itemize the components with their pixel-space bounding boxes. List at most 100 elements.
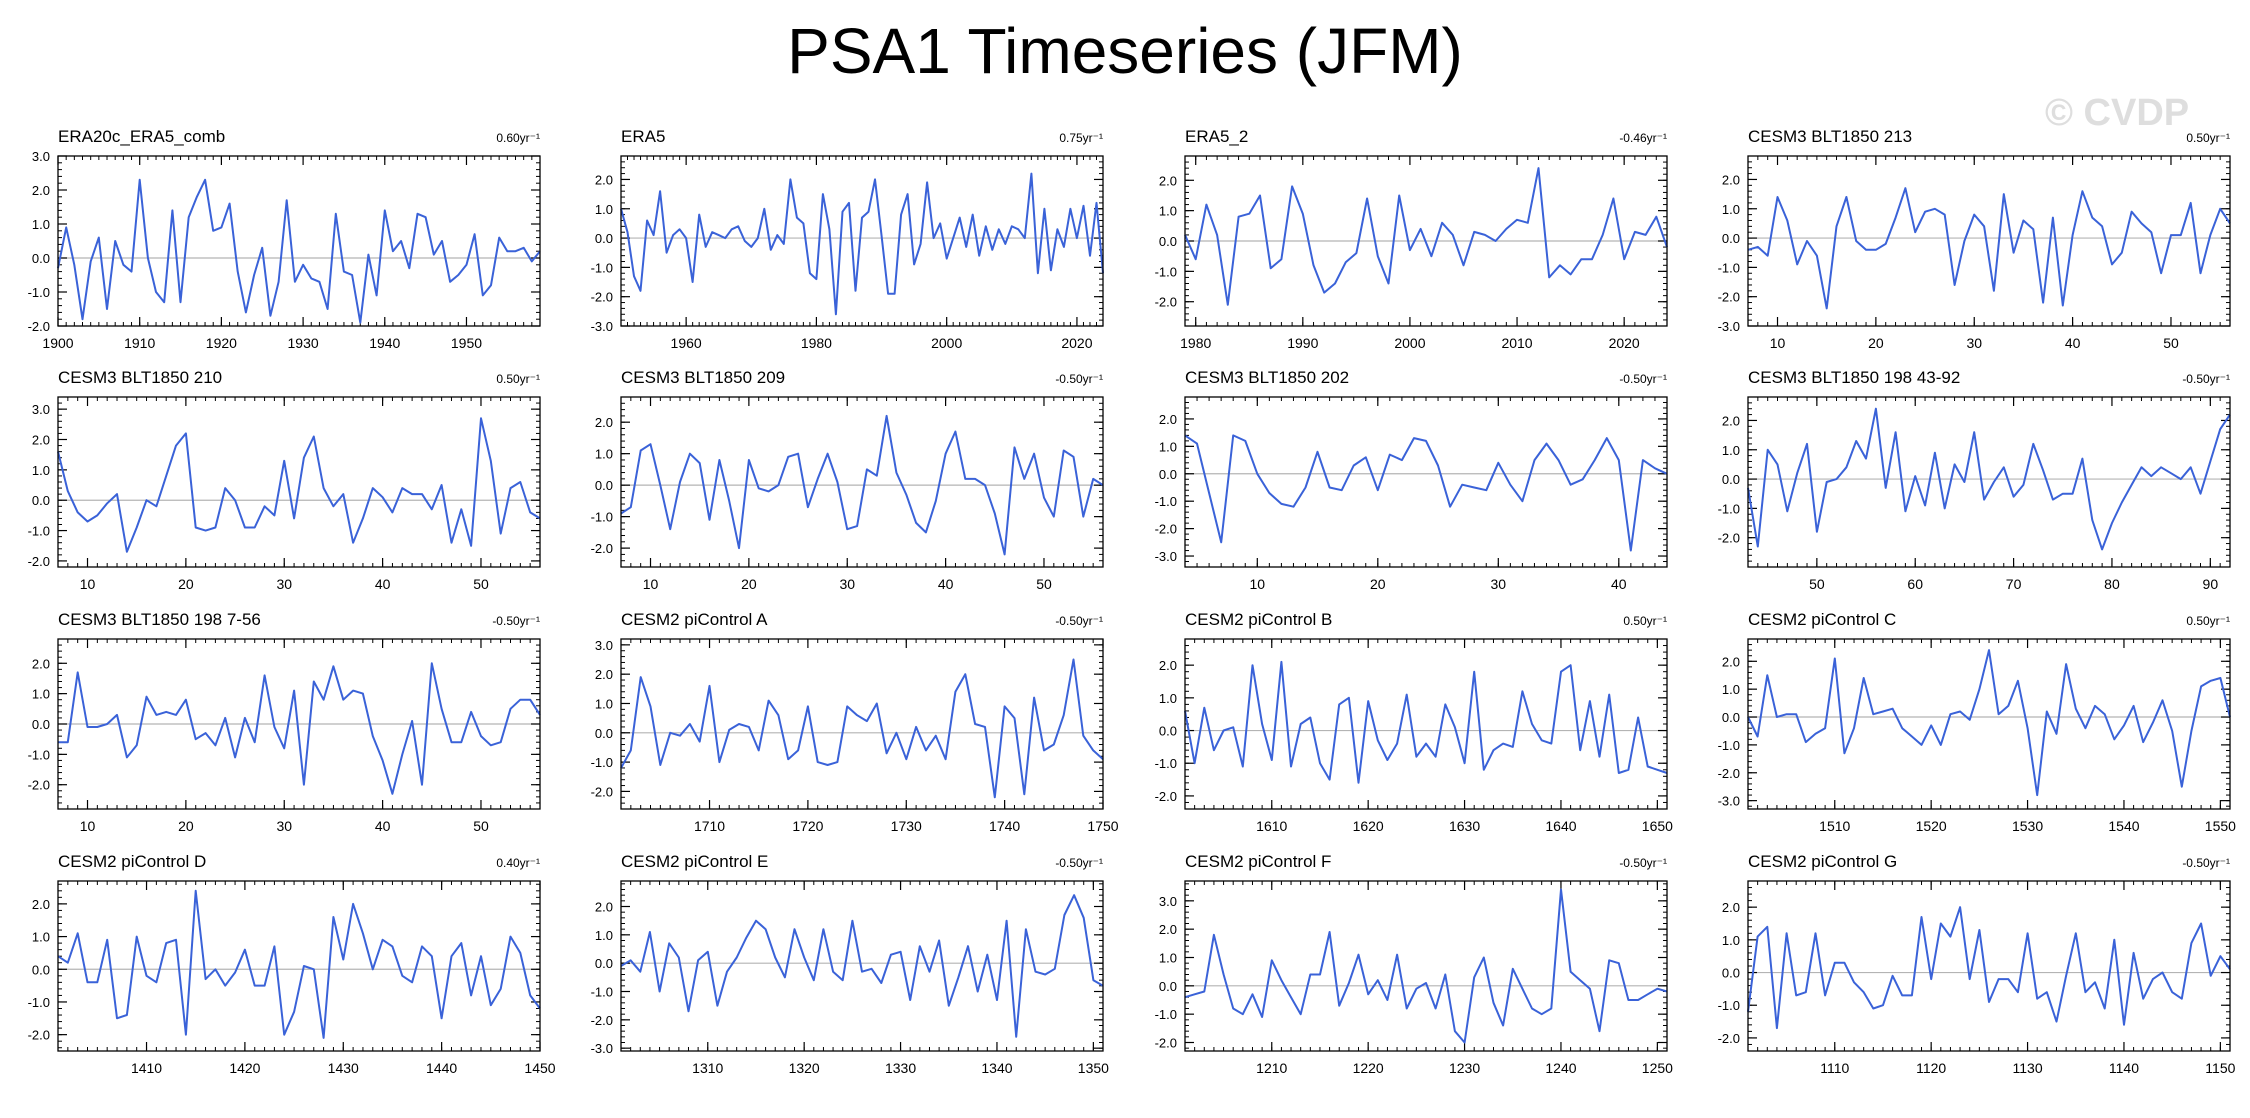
- plot-frame: [1747, 396, 2231, 568]
- x-tick-label: 40: [938, 576, 954, 592]
- x-tick-label: 1930: [288, 335, 319, 351]
- x-tick-label: 1220: [1353, 1060, 1384, 1076]
- chart-panel-3: ERA5_2 -0.46yr⁻¹ 2.0 1.0 0.0 -1.0 -2.0 1980 1990…: [1155, 127, 1668, 351]
- y-tick-label: 2.0: [1722, 900, 1740, 915]
- y-tick-label: -1.0: [591, 260, 613, 275]
- x-tick-label: 40: [2065, 335, 2081, 351]
- y-tick-label: -3.0: [591, 319, 613, 334]
- trend-label: -0.50yr⁻¹: [2182, 372, 2230, 386]
- chart-panel-9: CESM3 BLT1850 198 7-56 -0.50yr⁻¹ 2.0 1.0 0.0…: [28, 610, 541, 834]
- y-tick-label: 1.0: [32, 687, 50, 702]
- x-tick-label: 20: [178, 818, 194, 834]
- watermark: © CVDP: [2045, 92, 2190, 134]
- x-tick-label: 70: [2006, 576, 2022, 592]
- y-tick-label: 0.0: [595, 726, 613, 741]
- chart-panel-10: CESM2 piControl A -0.50yr⁻¹ 3.0 2.0 1.0 0.0 -1…: [591, 610, 1119, 834]
- x-tick-label: 1640: [1545, 818, 1576, 834]
- y-tick-label: 1.0: [32, 930, 50, 945]
- x-tick-label: 10: [643, 576, 659, 592]
- y-tick-label: 3.0: [1159, 894, 1177, 909]
- series-line: [57, 417, 541, 553]
- x-tick-label: 1900: [42, 335, 73, 351]
- x-tick-label: 1150: [2205, 1060, 2235, 1076]
- y-tick-label: 0.0: [32, 962, 50, 977]
- chart-panel-8: CESM3 BLT1850 198 43-92 -0.50yr⁻¹ 2.0 1.0 0.…: [1718, 368, 2231, 592]
- chart-panel-11: CESM2 piControl B 0.50yr⁻¹ 2.0 1.0 0.0 -1.0 -2…: [1155, 610, 1674, 834]
- x-tick-label: 1240: [1545, 1060, 1576, 1076]
- y-tick-label: 1.0: [1722, 933, 1740, 948]
- y-tick-label: 2.0: [1159, 922, 1177, 937]
- x-tick-label: 40: [1611, 576, 1627, 592]
- x-tick-label: 1450: [524, 1060, 555, 1076]
- x-tick-label: 1960: [671, 335, 702, 351]
- x-tick-label: 1650: [1642, 818, 1673, 834]
- x-tick-label: 1550: [2205, 818, 2236, 834]
- y-tick-label: 0.0: [32, 251, 50, 266]
- chart-panel-14: CESM2 piControl E -0.50yr⁻¹ 2.0 1.0 0.0 -1.0 -…: [591, 852, 1110, 1076]
- panel-title: CESM3 BLT1850 198 43-92: [1748, 368, 1960, 387]
- y-tick-label: -2.0: [591, 784, 613, 799]
- chart-panel-12: CESM2 piControl C 0.50yr⁻¹ 2.0 1.0 0.0 -1.0 -2…: [1718, 610, 2237, 834]
- plot-frame: [1184, 880, 1668, 1052]
- x-tick-label: 1950: [451, 335, 482, 351]
- x-tick-label: 2000: [931, 335, 962, 351]
- trend-label: -0.50yr⁻¹: [1055, 372, 1103, 386]
- series-line: [1747, 407, 2231, 551]
- y-tick-label: 2.0: [1722, 413, 1740, 428]
- y-tick-label: -3.0: [1718, 794, 1740, 809]
- plot-frame: [1747, 155, 2231, 327]
- y-tick-label: 0.0: [595, 478, 613, 493]
- x-tick-label: 1430: [328, 1060, 359, 1076]
- x-tick-label: 1710: [694, 818, 725, 834]
- plot-frame: [620, 155, 1104, 327]
- y-tick-label: 2.0: [1159, 173, 1177, 188]
- x-tick-label: 1750: [1087, 818, 1118, 834]
- panel-title: CESM2 piControl E: [621, 852, 768, 871]
- y-tick-label: -1.0: [1155, 264, 1177, 279]
- y-tick-label: -1.0: [28, 995, 50, 1010]
- trend-label: 0.50yr⁻¹: [2186, 614, 2230, 628]
- x-tick-label: 30: [1491, 576, 1507, 592]
- y-tick-label: -2.0: [28, 554, 50, 569]
- trend-label: -0.50yr⁻¹: [1619, 856, 1667, 870]
- plot-frame: [57, 396, 541, 568]
- x-tick-label: 30: [276, 576, 292, 592]
- x-tick-label: 30: [839, 576, 855, 592]
- y-tick-label: 0.0: [1722, 231, 1740, 246]
- series-line: [1184, 434, 1668, 552]
- x-tick-label: 2010: [1501, 335, 1532, 351]
- x-tick-label: 1350: [1078, 1060, 1109, 1076]
- plot-frame: [57, 155, 541, 327]
- series-line: [57, 178, 541, 324]
- panel-title: CESM2 piControl G: [1748, 852, 1897, 871]
- y-tick-label: 1.0: [32, 463, 50, 478]
- y-tick-label: 0.0: [595, 231, 613, 246]
- x-tick-label: 1330: [885, 1060, 916, 1076]
- y-tick-label: 0.0: [1159, 724, 1177, 739]
- series-line: [620, 172, 1104, 316]
- series-line: [1184, 888, 1668, 1044]
- x-tick-label: 20: [741, 576, 757, 592]
- x-tick-label: 1320: [789, 1060, 820, 1076]
- panel-title: CESM2 piControl F: [1185, 852, 1331, 871]
- x-tick-label: 1140: [2109, 1060, 2139, 1076]
- y-tick-label: 1.0: [32, 217, 50, 232]
- y-tick-label: -1.0: [1155, 494, 1177, 509]
- y-tick-label: 1.0: [1159, 439, 1177, 454]
- y-tick-label: -2.0: [591, 1013, 613, 1028]
- y-tick-label: -2.0: [1155, 789, 1177, 804]
- x-tick-label: 1120: [1916, 1060, 1946, 1076]
- y-tick-label: -2.0: [1718, 1031, 1740, 1046]
- x-tick-label: 20: [178, 576, 194, 592]
- x-tick-label: 40: [375, 576, 391, 592]
- y-tick-label: -2.0: [591, 541, 613, 556]
- x-tick-label: 1740: [989, 818, 1020, 834]
- y-tick-label: 1.0: [595, 447, 613, 462]
- series-line: [1747, 906, 2231, 1030]
- y-tick-label: -1.0: [1155, 1007, 1177, 1022]
- x-tick-label: 1610: [1256, 818, 1287, 834]
- chart-panel-15: CESM2 piControl F -0.50yr⁻¹ 3.0 2.0 1.0 0.0 -1…: [1155, 852, 1674, 1076]
- y-tick-label: 1.0: [1159, 691, 1177, 706]
- x-tick-label: 1980: [1180, 335, 1211, 351]
